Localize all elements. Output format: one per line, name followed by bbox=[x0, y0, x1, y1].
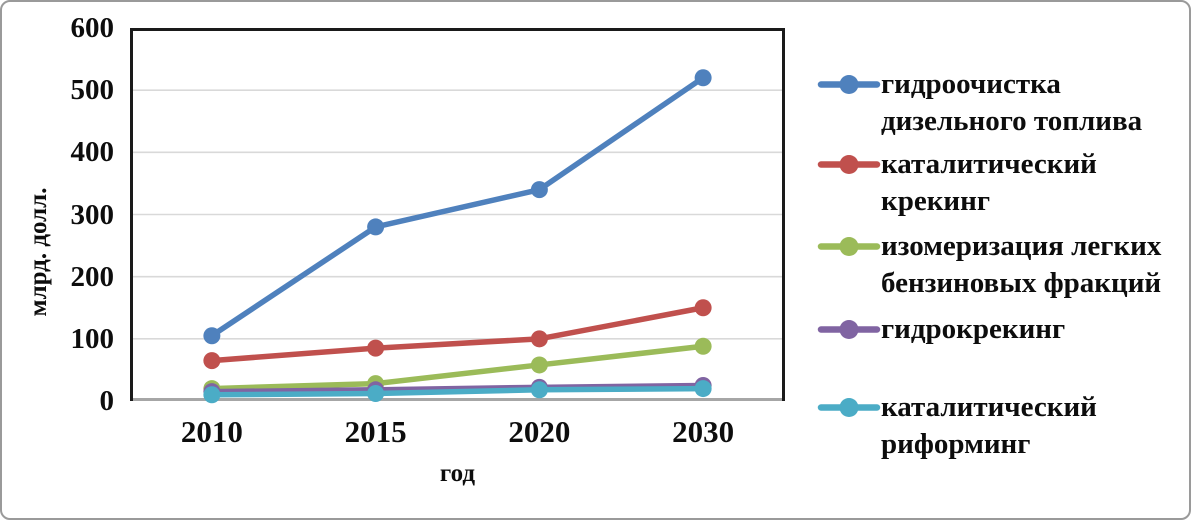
data-point-marker bbox=[203, 352, 221, 370]
legend-marker-icon bbox=[817, 398, 881, 417]
legend-label-line: каталитический bbox=[881, 391, 1097, 423]
data-point-marker bbox=[367, 339, 385, 357]
legend-item-isomerization-light-naphtha: изомеризация легких бензиновых фракций bbox=[817, 228, 1161, 302]
legend-label-line: изомеризация легких bbox=[881, 230, 1162, 262]
series-line bbox=[209, 343, 706, 392]
legend-label: каталитический крекинг bbox=[881, 146, 1097, 220]
y-axis-tick-label: 500 bbox=[70, 74, 115, 107]
series-line bbox=[209, 305, 706, 364]
y-axis-tick-label: 400 bbox=[70, 136, 115, 169]
series-catalytic-cracking bbox=[203, 299, 712, 370]
series-hydrotreating-diesel bbox=[203, 69, 712, 345]
series-line bbox=[209, 385, 706, 398]
data-point-marker bbox=[367, 218, 385, 236]
legend-label: изомеризация легких бензиновых фракций bbox=[881, 228, 1161, 302]
data-point-marker bbox=[530, 381, 548, 399]
x-axis-tick-label: 2010 bbox=[180, 414, 243, 449]
legend-label: каталитический риформинг bbox=[881, 389, 1097, 463]
legend-label-line: каталитический bbox=[881, 148, 1097, 180]
legend-label-line: гидрокрекинг bbox=[881, 313, 1066, 345]
legend-marker-icon bbox=[817, 75, 881, 94]
data-point-marker bbox=[694, 299, 712, 317]
data-point-marker bbox=[367, 385, 385, 403]
legend-label: гидроочистка дизельного топлива bbox=[881, 66, 1142, 140]
x-axis-title: год bbox=[439, 460, 476, 487]
legend-label-line: бензиновых фракций bbox=[881, 267, 1162, 299]
legend-label-line: крекинг bbox=[881, 185, 991, 217]
legend-label-line: гидроочистка bbox=[881, 68, 1061, 100]
y-axis-tick-label: 300 bbox=[70, 198, 115, 231]
legend-marker-icon bbox=[817, 320, 881, 339]
y-axis-tick-label: 0 bbox=[99, 385, 115, 417]
y-axis-tick-label: 200 bbox=[70, 260, 115, 293]
y-axis-tick-label: 600 bbox=[70, 12, 115, 44]
series-line bbox=[209, 74, 706, 339]
plot-area bbox=[130, 28, 785, 404]
data-point-marker bbox=[694, 380, 712, 398]
legend-label: гидрокрекинг bbox=[881, 311, 1065, 348]
legend-item-catalytic-cracking: каталитический крекинг bbox=[817, 146, 1097, 220]
legend-item-hydrotreating-diesel: гидроочистка дизельного топлива bbox=[817, 66, 1142, 140]
x-axis-tick-label: 2030 bbox=[672, 414, 735, 449]
x-axis-tick-label: 2015 bbox=[344, 414, 407, 449]
data-point-marker bbox=[530, 181, 548, 199]
legend-label-line: дизельного топлива bbox=[881, 105, 1143, 137]
series-catalytic-reforming bbox=[203, 380, 712, 404]
x-axis-tick-label: 2020 bbox=[508, 414, 571, 449]
y-axis-tick-label: 100 bbox=[70, 322, 115, 355]
data-point-marker bbox=[694, 69, 712, 87]
plot-border bbox=[130, 28, 785, 401]
data-point-marker bbox=[203, 386, 221, 404]
legend-item-catalytic-reforming: каталитический риформинг bbox=[817, 389, 1097, 463]
series-line bbox=[209, 382, 706, 395]
data-point-marker bbox=[203, 327, 221, 345]
legend-marker-icon bbox=[817, 155, 881, 174]
data-point-marker bbox=[530, 330, 548, 348]
legend-item-hydrocracking: гидрокрекинг bbox=[817, 311, 1065, 348]
data-point-marker bbox=[530, 356, 548, 374]
data-point-marker bbox=[694, 337, 712, 355]
legend-label-line: риформинг bbox=[881, 428, 1031, 460]
legend-marker-icon bbox=[817, 237, 881, 256]
